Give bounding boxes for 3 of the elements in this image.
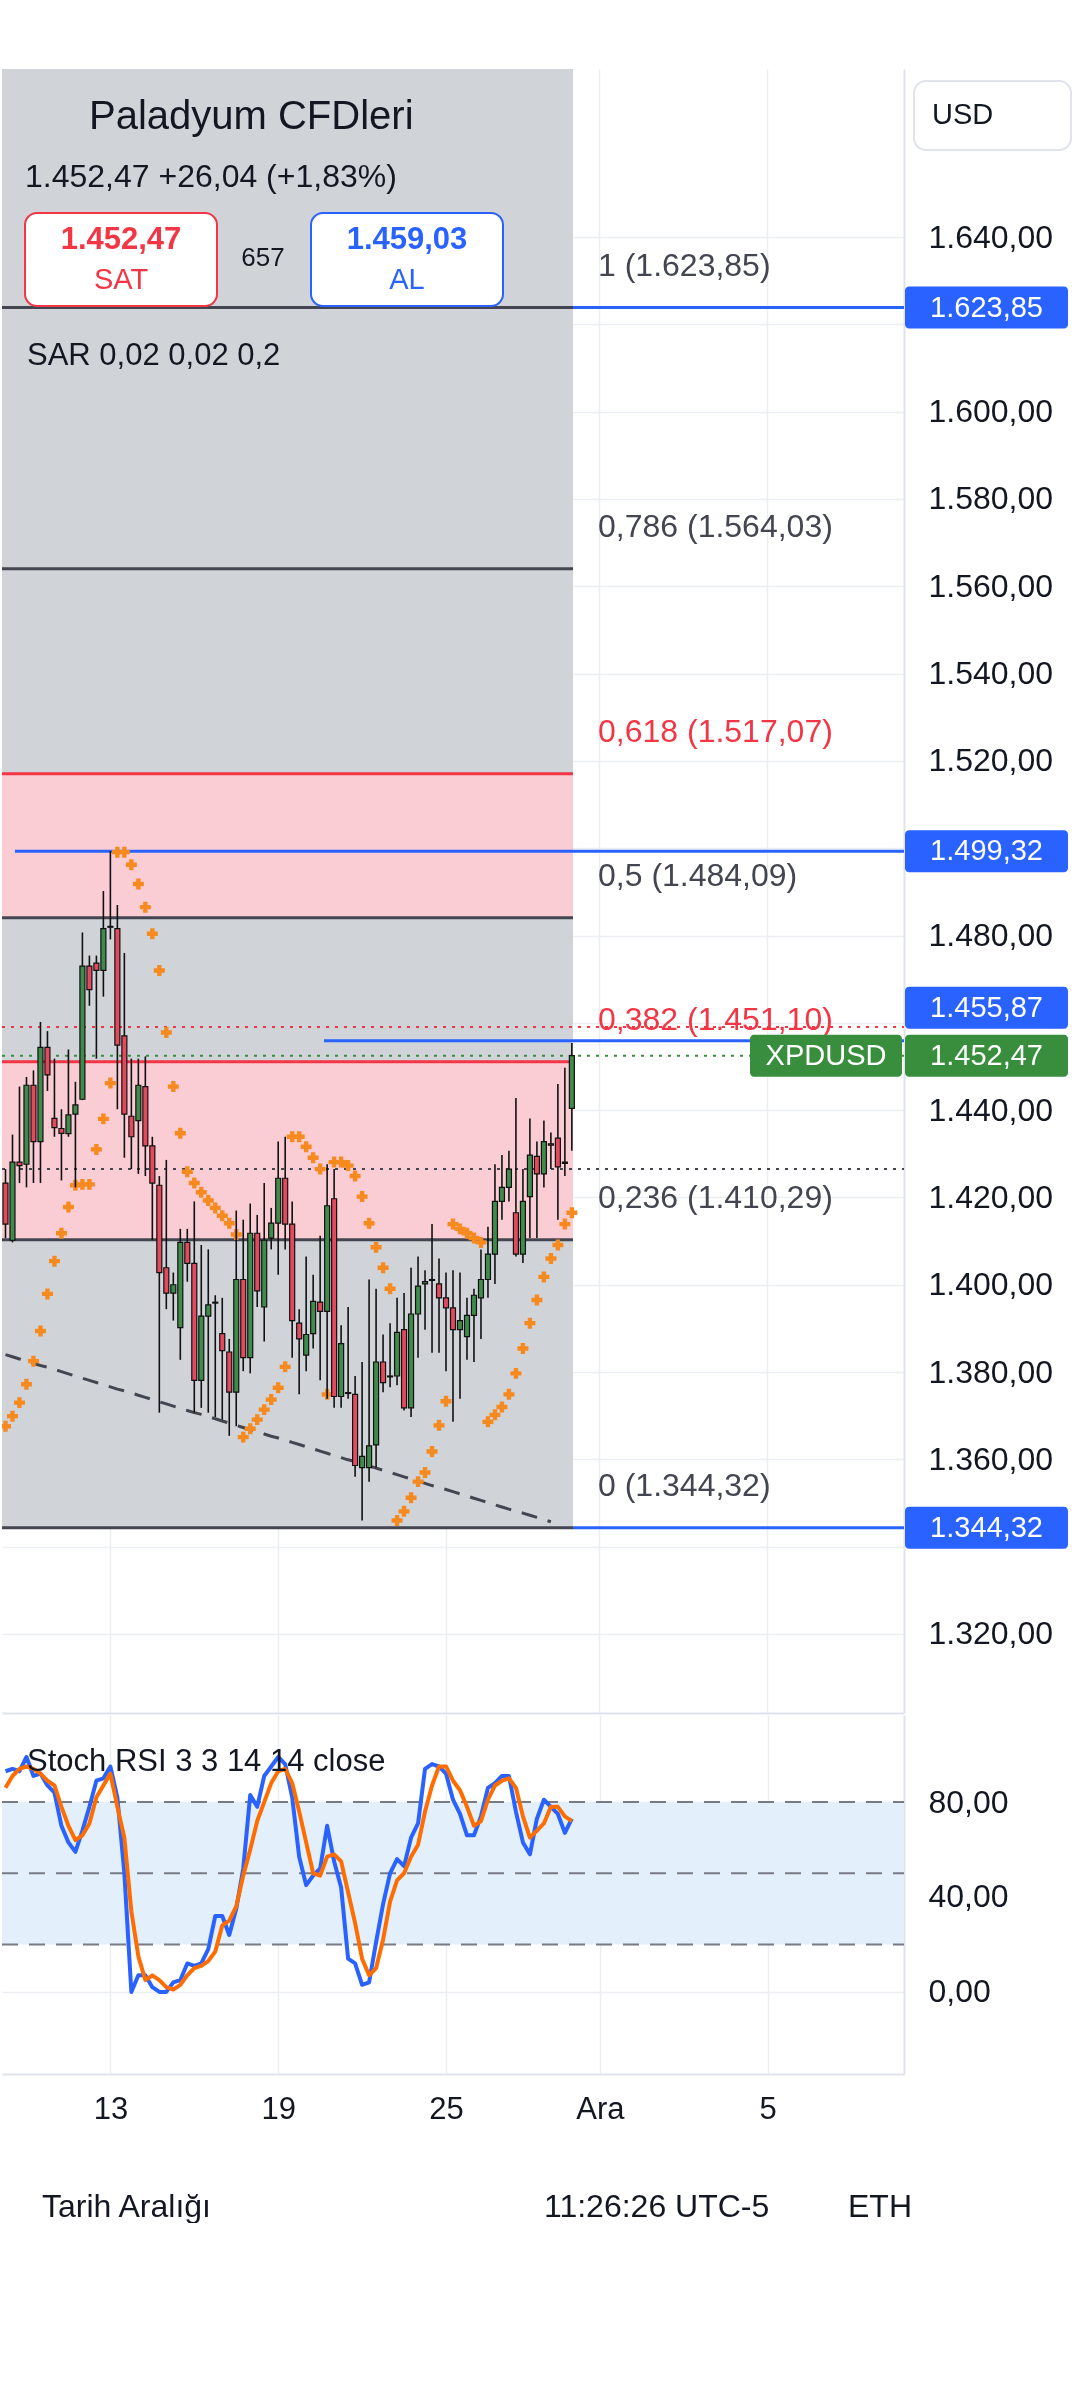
text: 11:26:26 UTC-5 bbox=[544, 2188, 770, 2224]
text: Tarih Aralığı bbox=[42, 2188, 211, 2224]
text: ETH bbox=[848, 2188, 912, 2224]
